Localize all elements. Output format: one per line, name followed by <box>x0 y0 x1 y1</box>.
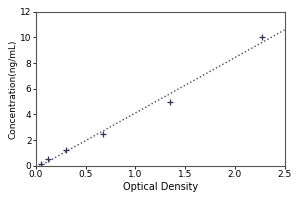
X-axis label: Optical Density: Optical Density <box>123 182 198 192</box>
Y-axis label: Concentration(ng/mL): Concentration(ng/mL) <box>8 39 17 139</box>
Point <box>101 132 106 135</box>
Point <box>45 158 50 161</box>
Point <box>63 148 68 151</box>
Point <box>38 163 43 166</box>
Point <box>168 100 172 103</box>
Point <box>259 36 264 39</box>
